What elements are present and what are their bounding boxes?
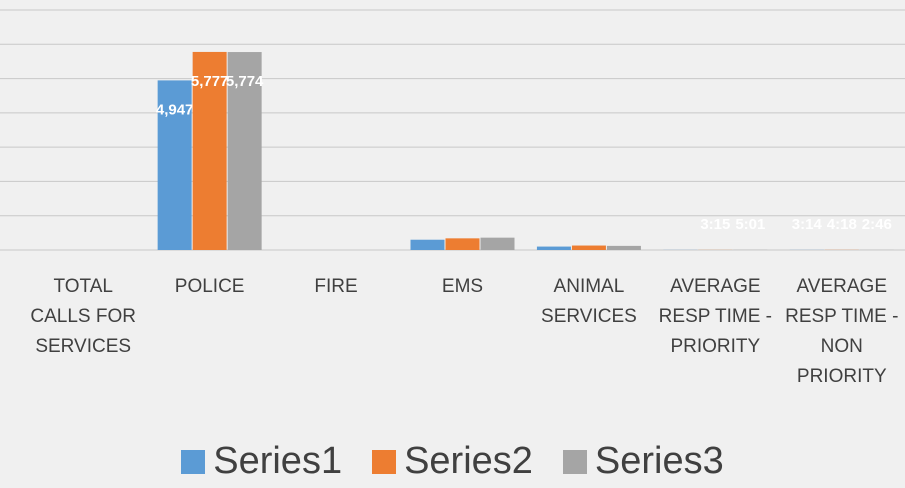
x-tick-label: FIRE [314,276,358,297]
value-label: 5:01 [735,216,765,233]
value-label: 2:46 [862,216,892,233]
x-tick-label: AVERAGE RESP TIME - PRIORITY [658,276,772,357]
bar [410,239,445,250]
x-tick-label: POLICE [174,276,245,297]
legend-swatch [562,449,587,474]
legend-label: Series3 [594,440,724,482]
legend-item: Series2 [372,440,533,483]
bar [227,52,262,250]
bar [157,80,192,250]
legend-label: Series1 [213,440,343,482]
bar [536,246,571,250]
x-tick-label: AVERAGE RESP TIME - NON PRIORITY [785,276,899,387]
x-tick-label: ANIMAL SERVICES [541,276,637,327]
bar [480,237,515,250]
legend-swatch [181,449,206,474]
legend-item: Series1 [181,440,342,483]
value-label: 4,947 [156,101,194,118]
value-label: 5,774 [226,73,264,90]
bar [445,238,480,250]
value-label: 5,777 [191,73,229,90]
x-tick-label: EMS [441,276,484,297]
legend-swatch [372,449,397,474]
legend-label: Series2 [404,440,533,482]
bar [192,51,227,250]
value-label: 3:15 [700,216,730,233]
legend-item: Series3 [562,440,724,483]
value-label: 3:14 [792,216,823,233]
bar [571,245,606,250]
value-label: 4:18 [827,216,857,233]
x-tick-label: TOTAL CALLS FOR SERVICES [30,276,136,357]
legend: Series1 Series2 Series3 [0,440,905,483]
bar [606,245,641,250]
